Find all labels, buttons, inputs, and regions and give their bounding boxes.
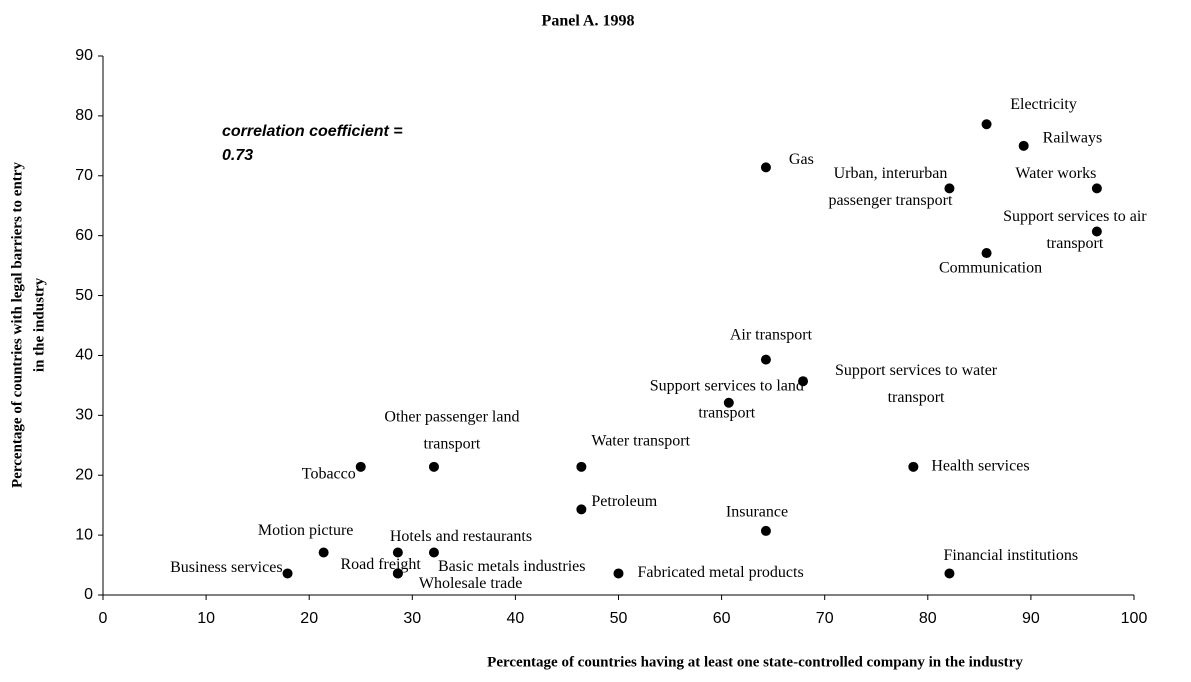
point-label: Tobacco xyxy=(302,466,356,483)
point xyxy=(723,397,734,408)
point xyxy=(981,248,992,259)
point xyxy=(908,461,919,472)
x-tick-label: 90 xyxy=(1022,610,1040,627)
point xyxy=(613,568,624,579)
point-label: transport xyxy=(888,389,945,406)
point-label: Electricity xyxy=(1010,96,1077,113)
x-tick-label: 50 xyxy=(610,610,628,627)
point xyxy=(944,183,955,194)
annotation: 0.73 xyxy=(222,147,253,164)
point xyxy=(318,547,329,558)
point xyxy=(576,461,587,472)
point-label: Other passenger land xyxy=(384,409,519,426)
point-label: transport xyxy=(698,404,755,421)
y-axis-title: Percentage of countries with legal barri… xyxy=(9,162,25,488)
y-tick-label: 0 xyxy=(84,586,93,603)
point-label: Hotels and restaurants xyxy=(390,528,532,545)
point xyxy=(798,376,809,387)
y-tick-label: 80 xyxy=(75,107,93,124)
point xyxy=(428,461,439,472)
y-tick-label: 30 xyxy=(75,407,93,424)
point-label: Water transport xyxy=(591,433,690,450)
y-axis-title: in the industry xyxy=(31,277,47,372)
point-label: Urban, interurban xyxy=(834,165,948,182)
x-tick-label: 10 xyxy=(197,610,215,627)
y-tick-label: 40 xyxy=(75,347,93,364)
y-tick-label: 70 xyxy=(75,167,93,184)
x-tick-label: 80 xyxy=(919,610,937,627)
point-label: Communication xyxy=(939,260,1042,277)
point-label: Health services xyxy=(931,458,1029,475)
point xyxy=(392,568,403,579)
point-label: Road freight xyxy=(340,556,421,573)
point-label: Water works xyxy=(1015,165,1096,182)
point xyxy=(944,568,955,579)
x-tick-label: 70 xyxy=(816,610,834,627)
x-tick-label: 40 xyxy=(507,610,525,627)
point-label: Support services to water xyxy=(835,362,998,379)
point-label: transport xyxy=(1046,235,1103,252)
chart-title: Panel A. 1998 xyxy=(542,13,635,30)
point-label: Railways xyxy=(1043,130,1103,147)
point xyxy=(981,119,992,130)
point xyxy=(760,525,771,536)
point xyxy=(576,504,587,515)
point-label: Support services to air xyxy=(1003,208,1147,225)
point-label: Wholesale trade xyxy=(419,575,522,592)
point xyxy=(1091,226,1102,237)
x-tick-label: 20 xyxy=(300,610,318,627)
x-tick-label: 0 xyxy=(99,610,108,627)
y-tick-label: 90 xyxy=(75,47,93,64)
point-label: Financial institutions xyxy=(943,547,1078,564)
point-label: Gas xyxy=(789,151,814,168)
point-label: Business services xyxy=(170,559,282,576)
point-label: Petroleum xyxy=(591,493,657,510)
point xyxy=(392,547,403,558)
point xyxy=(760,354,771,365)
point-label: Motion picture xyxy=(258,522,354,539)
y-tick-label: 50 xyxy=(75,287,93,304)
point-label: Insurance xyxy=(726,504,788,521)
point xyxy=(355,461,366,472)
point-label: Fabricated metal products xyxy=(638,564,804,581)
point xyxy=(282,568,293,579)
x-tick-label: 30 xyxy=(403,610,421,627)
point-label: Air transport xyxy=(730,326,813,343)
x-tick-label: 100 xyxy=(1121,610,1148,627)
point xyxy=(1091,183,1102,194)
annotation: correlation coefficient = xyxy=(222,123,403,140)
point-label: passenger transport xyxy=(828,192,953,209)
y-tick-label: 20 xyxy=(75,466,93,483)
point-label: transport xyxy=(424,436,481,453)
point-label: Support services to land xyxy=(650,377,804,394)
y-tick-label: 60 xyxy=(75,227,93,244)
x-axis-title: Percentage of countries having at least … xyxy=(487,654,1023,670)
point xyxy=(1018,140,1029,151)
x-tick-label: 60 xyxy=(713,610,731,627)
point-label: Basic metals industries xyxy=(438,558,586,575)
point xyxy=(428,547,439,558)
y-tick-label: 10 xyxy=(75,526,93,543)
point xyxy=(760,162,771,173)
